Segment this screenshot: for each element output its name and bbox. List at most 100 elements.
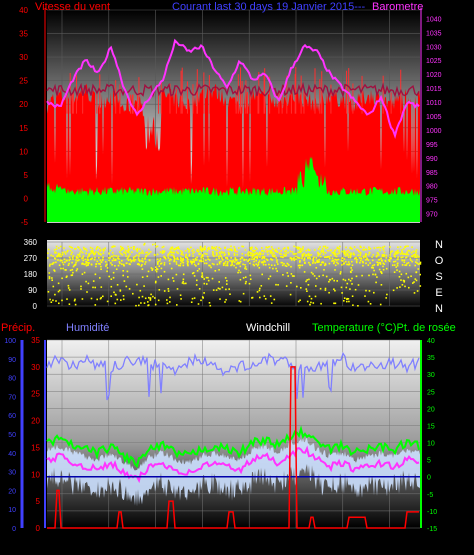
barometer-axis-label: 975 (426, 198, 438, 205)
direction-point (329, 249, 332, 252)
direction-point (242, 263, 244, 266)
direction-point (81, 257, 83, 260)
direction-point (78, 259, 80, 261)
direction-point (85, 263, 87, 265)
direction-point (227, 261, 229, 263)
direction-point (283, 262, 285, 265)
direction-point (216, 253, 218, 256)
direction-point (283, 247, 286, 249)
direction-point (385, 256, 388, 259)
direction-point (218, 281, 220, 283)
x-tick-label: Day 17 (377, 229, 403, 238)
direction-point (261, 247, 263, 249)
direction-point (48, 276, 51, 278)
direction-point (207, 276, 209, 279)
direction-point (260, 285, 263, 287)
direction-point (402, 279, 405, 282)
direction-axis-label: 270 (24, 254, 38, 263)
direction-point (68, 303, 71, 305)
direction-point (269, 295, 272, 297)
direction-point (81, 263, 83, 265)
direction-point (226, 280, 228, 282)
direction-point (399, 253, 402, 255)
direction-point (177, 247, 179, 249)
direction-point (261, 250, 263, 252)
direction-point (218, 262, 221, 265)
direction-point (192, 272, 195, 274)
direction-point (138, 304, 140, 307)
direction-point (198, 268, 201, 270)
direction-point (270, 252, 272, 254)
direction-point (416, 290, 419, 292)
direction-point (347, 298, 350, 300)
windchill-fill (47, 438, 420, 507)
direction-point (203, 282, 206, 285)
wind-direction-points (47, 242, 422, 307)
direction-point (96, 246, 99, 248)
direction-point (95, 265, 97, 268)
direction-point (397, 256, 399, 258)
direction-point (344, 251, 346, 254)
direction-point (66, 251, 68, 253)
direction-point (326, 246, 329, 249)
direction-point (284, 254, 287, 257)
direction-point (401, 259, 404, 262)
temperature-axis-label: -10 (427, 509, 437, 516)
direction-point (261, 257, 263, 260)
dewpoint-path (46, 445, 420, 484)
precip-axis-label: 70 (8, 394, 16, 401)
direction-point (89, 252, 92, 255)
direction-point (111, 246, 114, 248)
direction-point (149, 297, 152, 299)
direction-point (405, 245, 407, 248)
direction-point (207, 247, 209, 250)
direction-point (138, 253, 141, 255)
direction-point (99, 253, 102, 256)
direction-point (361, 261, 364, 263)
direction-point (170, 258, 172, 261)
direction-point (251, 256, 254, 258)
direction-point (148, 259, 151, 262)
direction-point (61, 261, 64, 264)
direction-point (87, 263, 89, 266)
direction-point (346, 282, 349, 285)
direction-point (208, 302, 211, 304)
direction-point (330, 254, 332, 257)
direction-point (147, 304, 150, 306)
direction-point (235, 263, 238, 265)
direction-point (102, 258, 104, 260)
direction-point (237, 271, 239, 274)
direction-point (288, 264, 290, 266)
direction-point (131, 251, 133, 253)
direction-point (102, 248, 104, 250)
direction-point (168, 260, 171, 262)
direction-point (72, 265, 75, 268)
humidity-axis-label: 5 (36, 497, 41, 506)
direction-point (324, 263, 327, 266)
direction-point (400, 256, 402, 259)
direction-point (147, 253, 149, 256)
direction-point (115, 268, 118, 270)
direction-point (416, 256, 418, 258)
direction-point (134, 258, 137, 261)
direction-point (88, 255, 90, 257)
direction-point (201, 250, 203, 252)
wind-axis-label: -5 (21, 218, 29, 227)
direction-point (123, 251, 125, 254)
direction-point (126, 250, 129, 253)
direction-point (290, 273, 293, 275)
direction-point (329, 257, 331, 260)
direction-point (47, 257, 49, 259)
direction-point (333, 302, 335, 305)
direction-point (167, 278, 170, 281)
direction-point (415, 251, 418, 253)
direction-point (416, 262, 418, 264)
direction-point (305, 280, 307, 283)
direction-point (401, 264, 404, 266)
direction-point (367, 253, 370, 256)
direction-point (100, 296, 102, 299)
direction-point (191, 250, 194, 252)
direction-point (251, 258, 253, 260)
direction-point (300, 287, 302, 289)
temperature-axis-label: 35 (427, 355, 435, 362)
